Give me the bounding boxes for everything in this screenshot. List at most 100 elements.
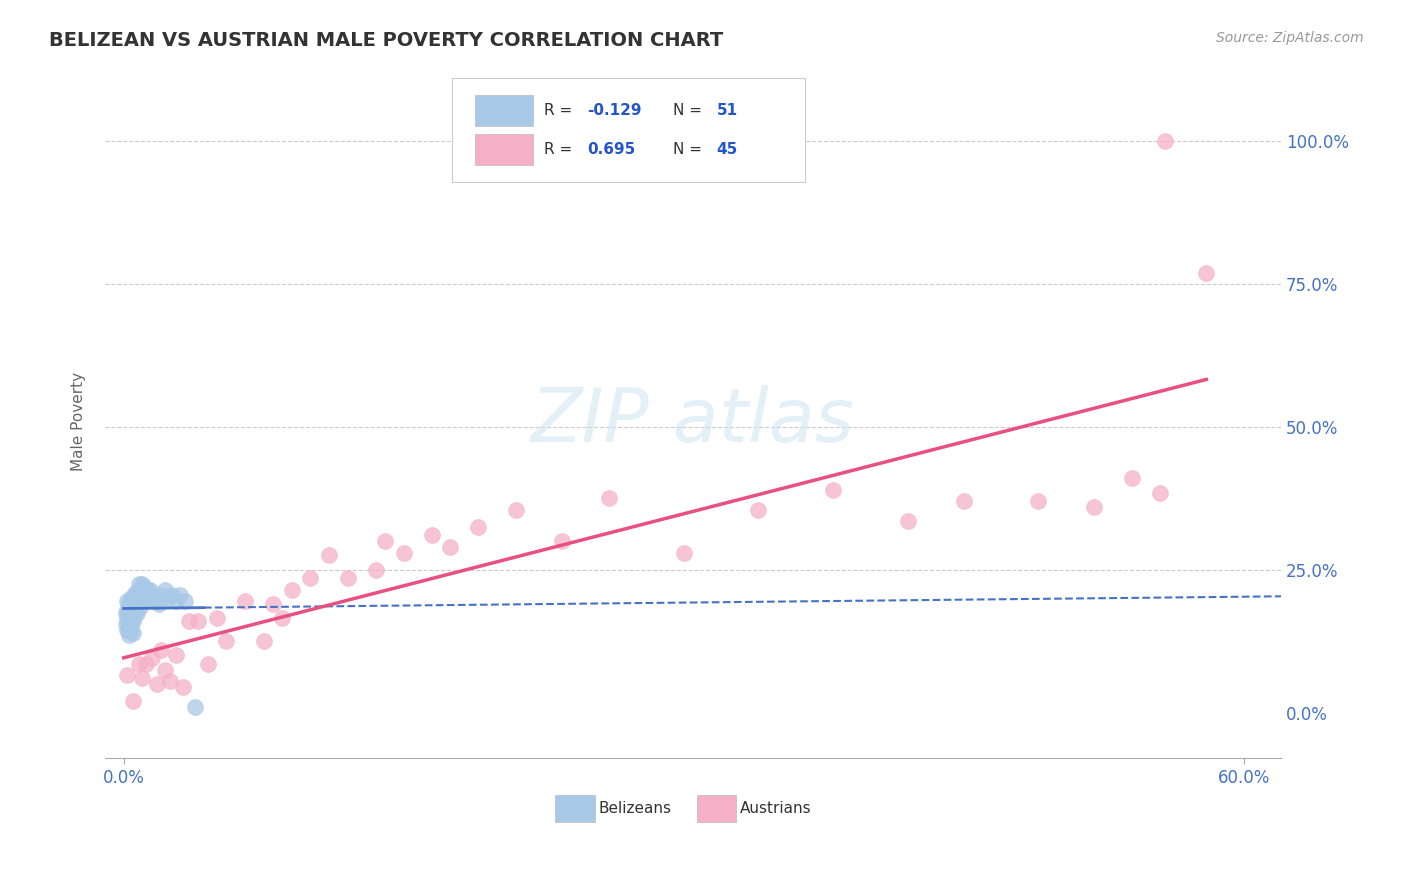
Point bbox=[120, 611, 142, 625]
Point bbox=[122, 625, 145, 640]
Point bbox=[150, 642, 173, 657]
Point bbox=[439, 540, 461, 554]
Point bbox=[1195, 266, 1218, 280]
Point bbox=[153, 663, 176, 677]
Point bbox=[142, 594, 165, 608]
Text: Source: ZipAtlas.com: Source: ZipAtlas.com bbox=[1216, 31, 1364, 45]
Point bbox=[118, 617, 141, 632]
Point bbox=[118, 606, 141, 620]
Point bbox=[821, 483, 844, 497]
Text: 51: 51 bbox=[717, 103, 738, 118]
Point bbox=[174, 594, 197, 608]
FancyBboxPatch shape bbox=[451, 78, 804, 182]
Point bbox=[336, 571, 359, 585]
Point bbox=[1121, 471, 1143, 485]
Text: Belizeans: Belizeans bbox=[599, 801, 672, 816]
Text: 45: 45 bbox=[717, 142, 738, 156]
Point bbox=[672, 546, 695, 560]
Point bbox=[122, 614, 145, 628]
Point bbox=[392, 546, 415, 560]
FancyBboxPatch shape bbox=[475, 95, 533, 126]
Point bbox=[120, 623, 142, 637]
Text: BELIZEAN VS AUSTRIAN MALE POVERTY CORRELATION CHART: BELIZEAN VS AUSTRIAN MALE POVERTY CORREL… bbox=[49, 31, 724, 50]
Point bbox=[136, 582, 159, 597]
Point bbox=[146, 677, 169, 691]
Y-axis label: Male Poverty: Male Poverty bbox=[72, 372, 86, 471]
Point bbox=[165, 648, 187, 663]
Point bbox=[177, 614, 200, 628]
Point bbox=[169, 589, 191, 603]
Point bbox=[280, 582, 302, 597]
Point bbox=[187, 614, 209, 628]
Point bbox=[117, 594, 139, 608]
Point bbox=[120, 606, 142, 620]
Point bbox=[299, 571, 322, 585]
Point bbox=[134, 591, 156, 606]
Point bbox=[952, 494, 974, 508]
Text: N =: N = bbox=[673, 142, 707, 156]
Point bbox=[141, 591, 163, 606]
Point bbox=[128, 577, 150, 591]
Point bbox=[146, 594, 169, 608]
Point bbox=[122, 597, 145, 611]
Point bbox=[135, 657, 157, 671]
Point bbox=[157, 591, 180, 606]
Point bbox=[129, 589, 152, 603]
Point bbox=[125, 597, 148, 611]
Point bbox=[122, 694, 145, 708]
Point bbox=[505, 503, 527, 517]
Point bbox=[205, 611, 228, 625]
Point bbox=[150, 589, 173, 603]
Point bbox=[160, 589, 183, 603]
Point bbox=[183, 699, 205, 714]
Text: 0.695: 0.695 bbox=[588, 142, 636, 156]
Point bbox=[271, 611, 294, 625]
Point bbox=[374, 534, 396, 549]
Point bbox=[129, 599, 152, 614]
Point bbox=[153, 582, 176, 597]
Point bbox=[215, 634, 238, 648]
Point bbox=[117, 611, 139, 625]
Point bbox=[148, 597, 170, 611]
Point bbox=[122, 606, 145, 620]
Point bbox=[134, 580, 156, 594]
Point bbox=[125, 606, 148, 620]
Point bbox=[172, 680, 194, 694]
Point bbox=[131, 671, 153, 685]
Point bbox=[598, 491, 620, 506]
Point bbox=[125, 585, 148, 599]
Text: -0.129: -0.129 bbox=[588, 103, 641, 118]
Point bbox=[1154, 135, 1177, 149]
Point bbox=[159, 674, 181, 689]
Point bbox=[120, 591, 142, 606]
Point bbox=[124, 599, 146, 614]
Point bbox=[233, 594, 256, 608]
Point bbox=[124, 608, 146, 623]
Point bbox=[136, 594, 159, 608]
FancyBboxPatch shape bbox=[475, 134, 533, 164]
Text: ZIP atlas: ZIP atlas bbox=[531, 385, 855, 458]
Point bbox=[364, 563, 387, 577]
Text: Austrians: Austrians bbox=[740, 801, 811, 816]
Point bbox=[117, 603, 139, 617]
Text: R =: R = bbox=[544, 142, 576, 156]
Point bbox=[141, 651, 163, 665]
Point bbox=[117, 623, 139, 637]
Point bbox=[114, 617, 136, 632]
Point bbox=[117, 668, 139, 682]
Point bbox=[114, 606, 136, 620]
Point bbox=[1149, 485, 1171, 500]
Point bbox=[118, 623, 141, 637]
Point bbox=[128, 657, 150, 671]
Point bbox=[165, 594, 187, 608]
Point bbox=[131, 577, 153, 591]
Point bbox=[897, 514, 920, 528]
Point bbox=[551, 534, 574, 549]
Text: N =: N = bbox=[673, 103, 707, 118]
Point bbox=[420, 528, 443, 542]
Point bbox=[131, 594, 153, 608]
FancyBboxPatch shape bbox=[696, 796, 737, 822]
Point bbox=[747, 503, 769, 517]
Point bbox=[467, 520, 489, 534]
Point bbox=[262, 597, 284, 611]
